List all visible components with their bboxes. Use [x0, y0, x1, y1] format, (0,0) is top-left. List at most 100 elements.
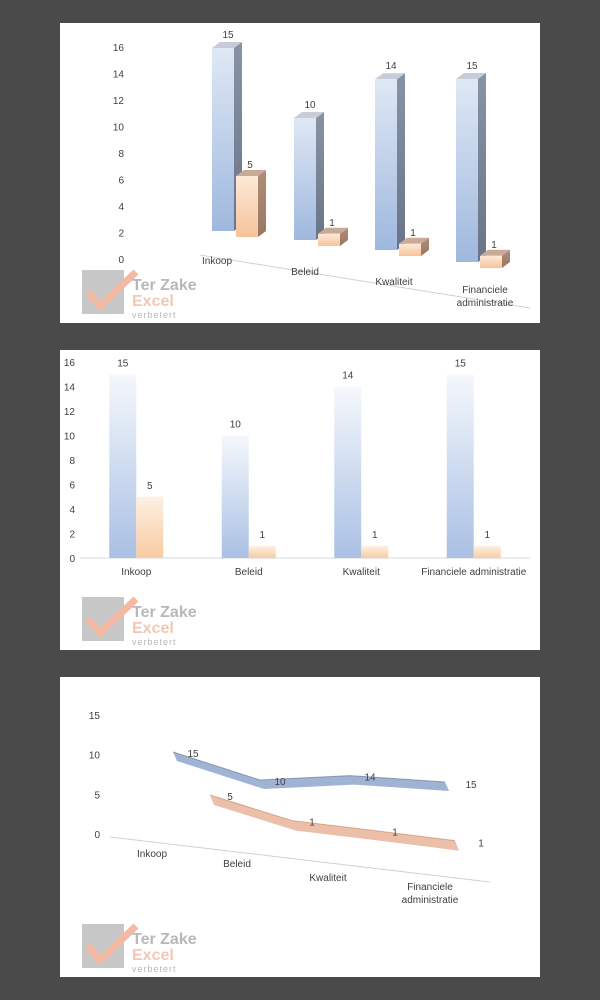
- y-tick-label: 0: [69, 554, 75, 565]
- logo-line3: verbetert: [132, 310, 177, 320]
- bar-side: [340, 227, 348, 246]
- data-label: 1: [392, 828, 398, 839]
- bar-series2-beleid: [318, 227, 348, 246]
- logo-line3: verbetert: [132, 964, 177, 974]
- x-cat-label: Beleid: [223, 859, 251, 870]
- bar-front: [212, 48, 234, 231]
- x-cat-label: administratie: [457, 298, 514, 309]
- bar-series1-inkoop: [109, 374, 137, 558]
- bar-front: [399, 243, 421, 256]
- y-tick-label: 14: [64, 383, 76, 394]
- bar-series2-inkoop: [236, 170, 266, 237]
- bar-series2-beleid: [248, 545, 276, 558]
- y-tick-label: 12: [64, 407, 76, 418]
- y-tick-label: 0: [118, 255, 124, 266]
- bar-series2-kwaliteit: [399, 237, 429, 256]
- logo-line2: Excel: [132, 293, 174, 310]
- data-label: 10: [304, 100, 316, 111]
- x-cat-label: Financiele: [407, 882, 453, 893]
- data-label: 10: [274, 777, 286, 788]
- logo-line2: Excel: [132, 947, 174, 964]
- bar-series1-financiele-administratie: [456, 73, 486, 262]
- chart-panel-bar: 0 2 4 6 8 10 12 14 16 15 5 10 1 14 1 15 1 Inkoop Beleid K…: [60, 350, 540, 650]
- data-label: 1: [309, 818, 315, 829]
- bar-side: [502, 249, 510, 268]
- watermark-logo: Ter Zake Excel verbetert: [82, 269, 197, 320]
- chart-3d-bar: 0 2 4 6 8 10 12 14 16 15 5 10 1 14 1 15 1 Inkoop Beleid K…: [82, 30, 531, 320]
- ribbon-surface: [173, 752, 449, 791]
- x-cat-label: Beleid: [235, 567, 263, 578]
- bar-series1-beleid: [294, 112, 324, 240]
- chart-panel-3d-line: 0 5 10 15 15 10 14 15 5 1 1 1 Inkoop Beleid Kwalitei…: [60, 677, 540, 977]
- y-tick-label: 10: [113, 123, 125, 134]
- x-cat-label: Inkoop: [137, 849, 167, 860]
- data-label: 15: [187, 749, 199, 760]
- data-label: 1: [410, 228, 416, 239]
- y-tick-label: 16: [64, 358, 76, 369]
- y-tick-label: 5: [94, 790, 100, 801]
- bar-front: [480, 255, 502, 268]
- bar-top: [480, 249, 510, 256]
- bar-top: [456, 73, 486, 79]
- ribbon-edge: [172, 751, 446, 783]
- data-label: 15: [465, 780, 477, 791]
- bar-series2-financiele-administratie: [473, 545, 501, 558]
- y-tick-label: 10: [64, 432, 76, 443]
- bar-top: [212, 42, 242, 48]
- floor-line: [199, 254, 531, 309]
- ribbon-surface: [210, 795, 459, 851]
- x-cat-label: Inkoop: [121, 567, 151, 578]
- logo-line2: Excel: [132, 620, 174, 637]
- bar-top: [399, 237, 429, 244]
- watermark-logo: Ter Zake Excel verbetert: [82, 596, 197, 647]
- data-label: 1: [259, 530, 265, 541]
- chart-bar: 0 2 4 6 8 10 12 14 16 15 5 10 1 14 1 15 1 Inkoop Beleid K…: [64, 358, 530, 647]
- logo-check-icon: [85, 923, 139, 966]
- logo-line1: Ter Zake: [132, 604, 197, 621]
- bar-front: [294, 118, 316, 240]
- data-label: 1: [372, 530, 378, 541]
- y-tick-label: 6: [118, 176, 124, 187]
- y-tick-label: 4: [118, 202, 124, 213]
- bar-side: [397, 73, 405, 250]
- data-label: 15: [222, 30, 234, 41]
- data-label: 1: [484, 530, 490, 541]
- bar-series2-kwaliteit: [361, 545, 389, 558]
- bar-front: [375, 79, 397, 250]
- bar-front: [456, 79, 478, 262]
- data-label: 5: [247, 160, 253, 171]
- bar-top: [294, 112, 324, 118]
- bar-top: [375, 73, 405, 80]
- ribbon-series2: 5 1 1 1: [209, 792, 484, 851]
- bar-series1-financiele-administratie: [446, 374, 474, 558]
- y-tick-label: 0: [94, 830, 100, 841]
- logo-check-icon: [85, 269, 139, 312]
- bar-top: [318, 227, 348, 234]
- x-cat-label: Kwaliteit: [375, 277, 412, 288]
- data-label: 14: [342, 371, 354, 382]
- logo-check-icon: [85, 596, 139, 639]
- x-cat-label: Inkoop: [202, 256, 232, 267]
- bar-series2-inkoop: [136, 496, 164, 558]
- logo-line1: Ter Zake: [132, 277, 197, 294]
- x-cat-label: administratie: [402, 895, 459, 906]
- y-tick-label: 2: [118, 229, 124, 240]
- y-tick-label: 2: [69, 530, 75, 541]
- y-tick-label: 10: [89, 751, 101, 762]
- data-label: 10: [230, 420, 242, 431]
- logo-line1: Ter Zake: [132, 931, 197, 948]
- data-label: 15: [117, 358, 129, 369]
- bar-series2-financiele-administratie: [480, 249, 510, 268]
- y-tick-label: 14: [113, 70, 125, 81]
- y-tick-label: 12: [113, 96, 125, 107]
- bar-side: [478, 73, 486, 262]
- logo-line3: verbetert: [132, 637, 177, 647]
- data-label: 5: [147, 481, 153, 492]
- x-cat-label: Beleid: [291, 267, 319, 278]
- y-tick-label: 15: [89, 711, 101, 722]
- bar-top: [236, 170, 266, 176]
- data-label: 15: [466, 61, 478, 72]
- y-tick-label: 16: [113, 43, 125, 54]
- bar-front: [236, 176, 258, 237]
- data-label: 5: [227, 792, 233, 803]
